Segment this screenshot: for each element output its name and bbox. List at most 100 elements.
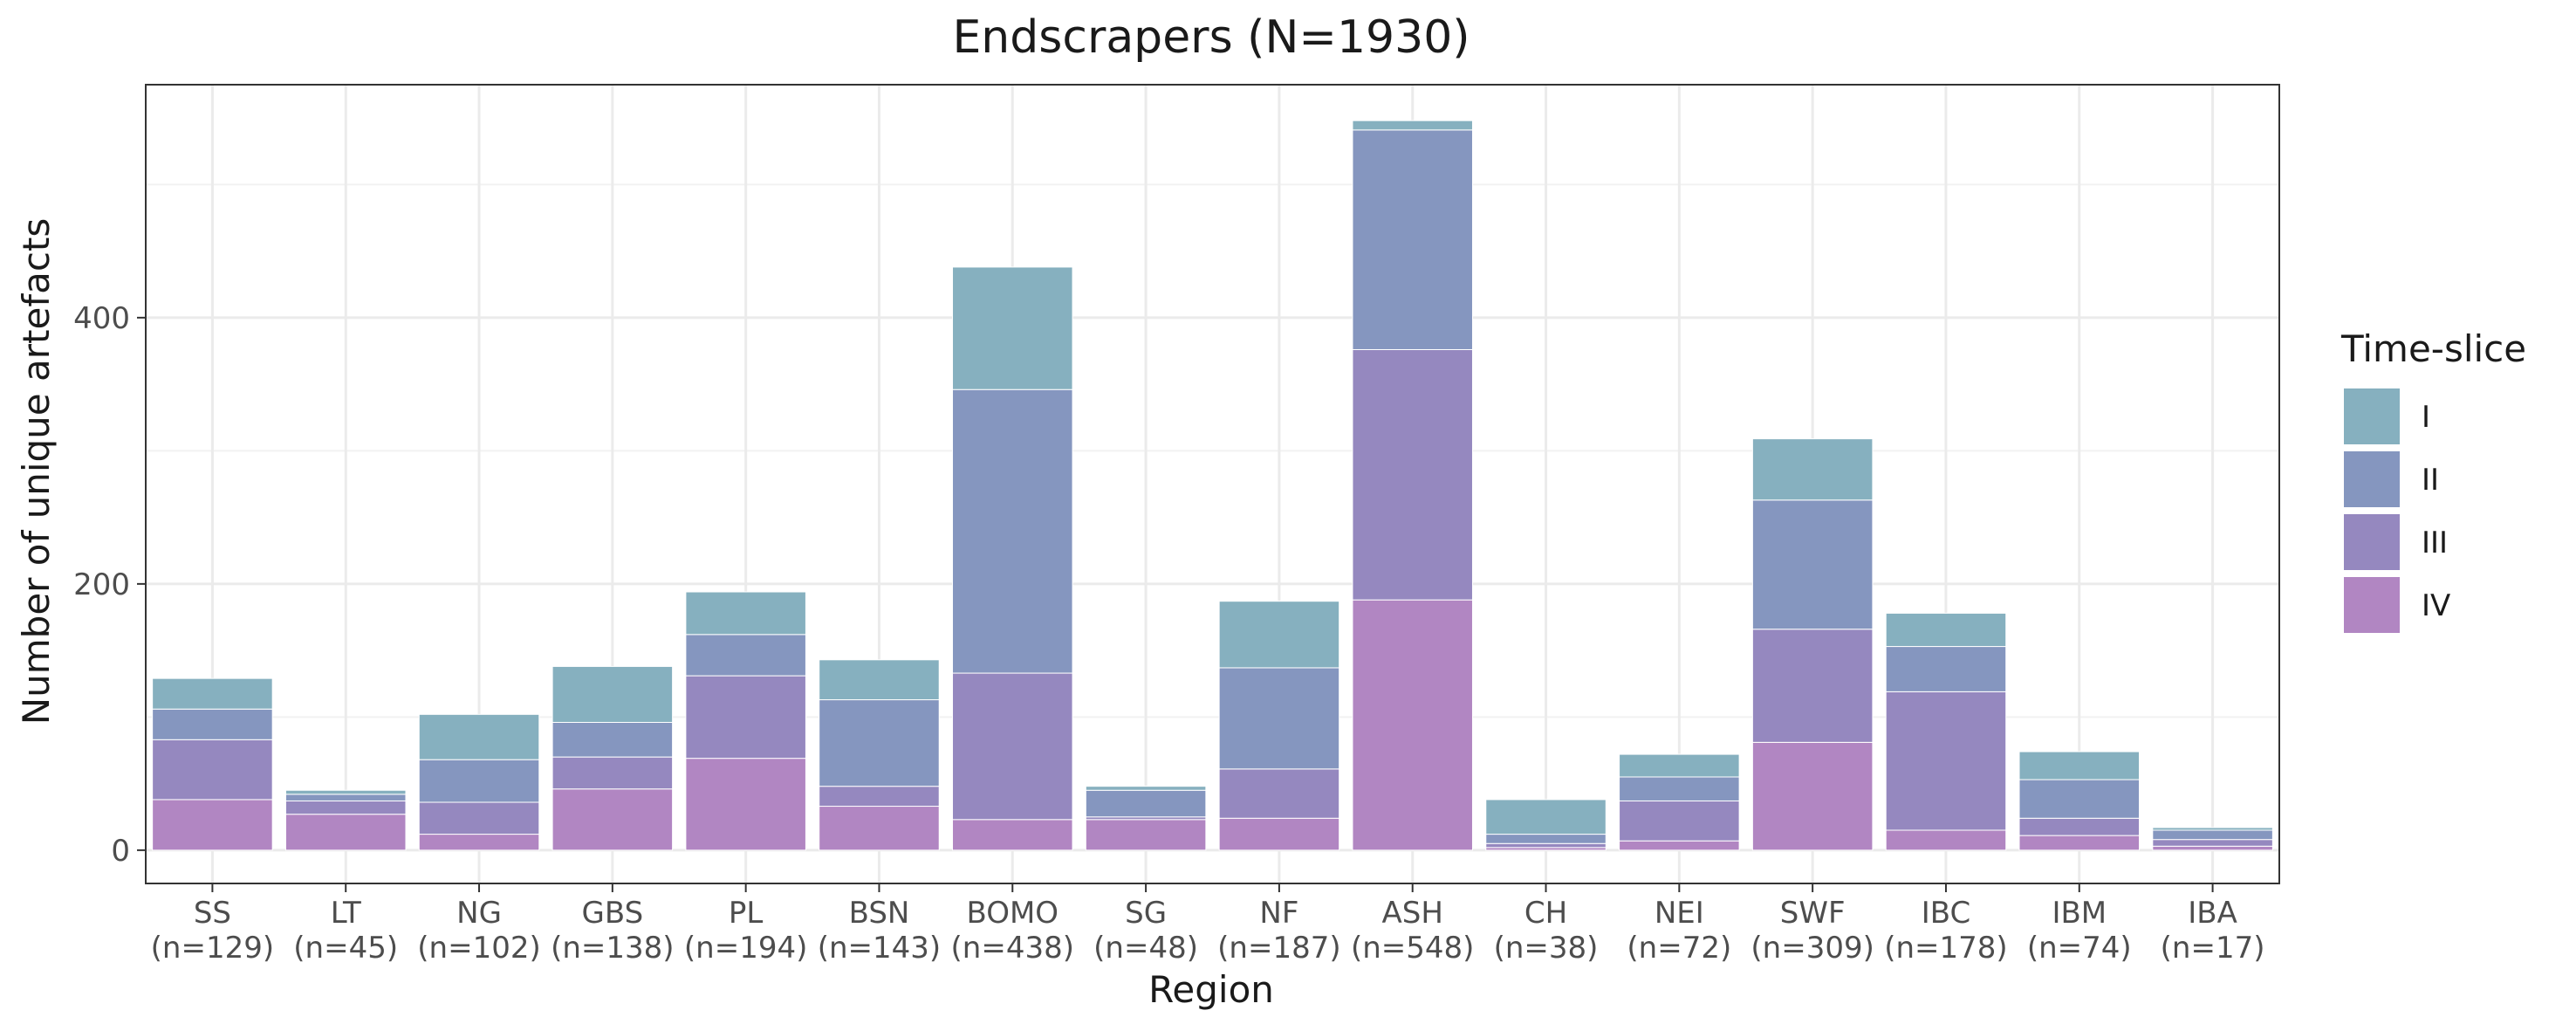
x-tick-label: IBA (2188, 896, 2237, 931)
legend-key-iii (2342, 512, 2401, 572)
bar-bsn-ii (819, 699, 940, 787)
panel-border (145, 84, 2280, 884)
bar-pl-iv (685, 758, 806, 851)
bar-ng-iv (418, 834, 540, 851)
x-tick-count-label: (n=187) (1217, 931, 1340, 966)
bar-ibm-iii (2018, 817, 2141, 836)
x-tick-count-label: (n=548) (1351, 931, 1474, 966)
x-tick-count-label: (n=48) (1093, 931, 1198, 966)
x-tick-label: PL (729, 896, 764, 931)
bar-pl-i (685, 591, 806, 636)
bar-nf-iv (1218, 817, 1340, 851)
x-tick-count-label: (n=138) (551, 931, 674, 966)
x-tick-label: ASH (1382, 896, 1443, 931)
x-axis: SS(n=129)LT(n=45)NG(n=102)GBS(n=138)PL(n… (151, 883, 2265, 966)
bar-ch-i (1485, 799, 1607, 835)
x-tick-label: SWF (1780, 896, 1846, 931)
bar-iba-ii (2152, 829, 2273, 841)
bar-bsn-i (819, 659, 940, 701)
x-tick-count-label: (n=74) (2027, 931, 2132, 966)
bar-nf-i (1218, 601, 1340, 669)
bar-swf-iv (1751, 741, 1874, 851)
x-tick-count-label: (n=102) (417, 931, 540, 966)
x-tick-label: GBS (582, 896, 644, 931)
x-tick-label: BSN (849, 896, 910, 931)
x-tick-label: LT (331, 896, 361, 931)
bar-iba-i (2152, 827, 2273, 831)
bar-gbs-i (552, 665, 674, 723)
bar-ibc-iii (1885, 691, 2007, 831)
bars (152, 120, 2273, 851)
bar-iba-iv (2152, 845, 2273, 851)
bar-nf-ii (1218, 667, 1340, 770)
x-tick-label: NF (1259, 896, 1298, 931)
x-tick-count-label: (n=45) (293, 931, 398, 966)
bar-nei-ii (1619, 776, 1740, 801)
bar-ss-i (152, 677, 273, 710)
bar-ss-ii (152, 708, 273, 740)
bar-swf-ii (1751, 499, 1874, 630)
legend-label: III (2422, 526, 2448, 560)
bar-pl-iii (685, 675, 806, 760)
legend-label: IV (2422, 588, 2450, 623)
bar-ash-ii (1352, 129, 1473, 350)
bar-ibm-i (2018, 751, 2141, 780)
x-tick-count-label: (n=194) (684, 931, 807, 966)
bar-bomo-ii (952, 388, 1073, 674)
x-tick-count-label: (n=38) (1494, 931, 1599, 966)
bar-ibc-ii (1885, 646, 2007, 692)
x-tick-count-label: (n=143) (818, 931, 941, 966)
x-tick-label: CH (1524, 896, 1567, 931)
bar-gbs-iii (552, 756, 674, 790)
legend-key-i (2342, 387, 2401, 446)
bar-lt-iii (284, 800, 407, 815)
bar-lt-ii (284, 794, 407, 801)
bar-bsn-iv (819, 806, 940, 851)
bar-gbs-ii (552, 721, 674, 758)
legend-title: Time-slice (2340, 327, 2526, 370)
y-axis: 0 200 400 (73, 301, 146, 869)
y-tick-label: 0 (111, 834, 130, 869)
bar-ibm-ii (2018, 779, 2141, 819)
x-tick-count-label: (n=309) (1750, 931, 1874, 966)
bar-ng-i (418, 713, 540, 760)
x-tick-label: BOMO (966, 896, 1058, 931)
x-tick-label: SG (1125, 896, 1167, 931)
bar-ibm-iv (2018, 835, 2141, 851)
legend-key-iv (2342, 575, 2401, 635)
x-tick-count-label: (n=72) (1627, 931, 1731, 966)
legend-label: I (2422, 400, 2430, 435)
bar-bomo-iii (952, 672, 1073, 821)
bar-bomo-i (952, 266, 1073, 390)
bar-lt-i (284, 789, 407, 795)
bar-nei-iv (1619, 840, 1740, 851)
y-axis-title: Number of unique artefacts (15, 218, 58, 725)
bar-nf-iii (1218, 768, 1340, 819)
bar-nei-iii (1619, 800, 1740, 842)
chart-title: Endscrapers (N=1930) (952, 11, 1470, 64)
bar-ch-ii (1485, 834, 1607, 844)
bar-ng-iii (418, 801, 540, 835)
y-tick-label: 400 (73, 301, 130, 336)
x-tick-label: NEI (1655, 896, 1704, 931)
x-tick-label: SS (194, 896, 231, 931)
bar-gbs-iv (552, 788, 674, 851)
bar-sg-iv (1085, 819, 1207, 851)
y-tick-label: 200 (73, 567, 130, 602)
bar-swf-iii (1751, 629, 1874, 743)
bar-ash-iv (1352, 599, 1473, 851)
bar-bomo-iv (952, 819, 1073, 851)
bar-bsn-iii (819, 786, 940, 808)
x-tick-count-label: (n=178) (1884, 931, 2007, 966)
bar-ash-iii (1352, 348, 1473, 601)
bar-sg-i (1085, 786, 1207, 791)
x-axis-title: Region (1148, 968, 1274, 1011)
bar-ibc-iv (1885, 829, 2007, 851)
bar-ss-iv (152, 799, 273, 851)
x-tick-count-label: (n=438) (951, 931, 1074, 966)
bar-ash-i (1352, 120, 1473, 131)
x-tick-label: NG (456, 896, 502, 931)
legend-label: II (2422, 463, 2439, 498)
